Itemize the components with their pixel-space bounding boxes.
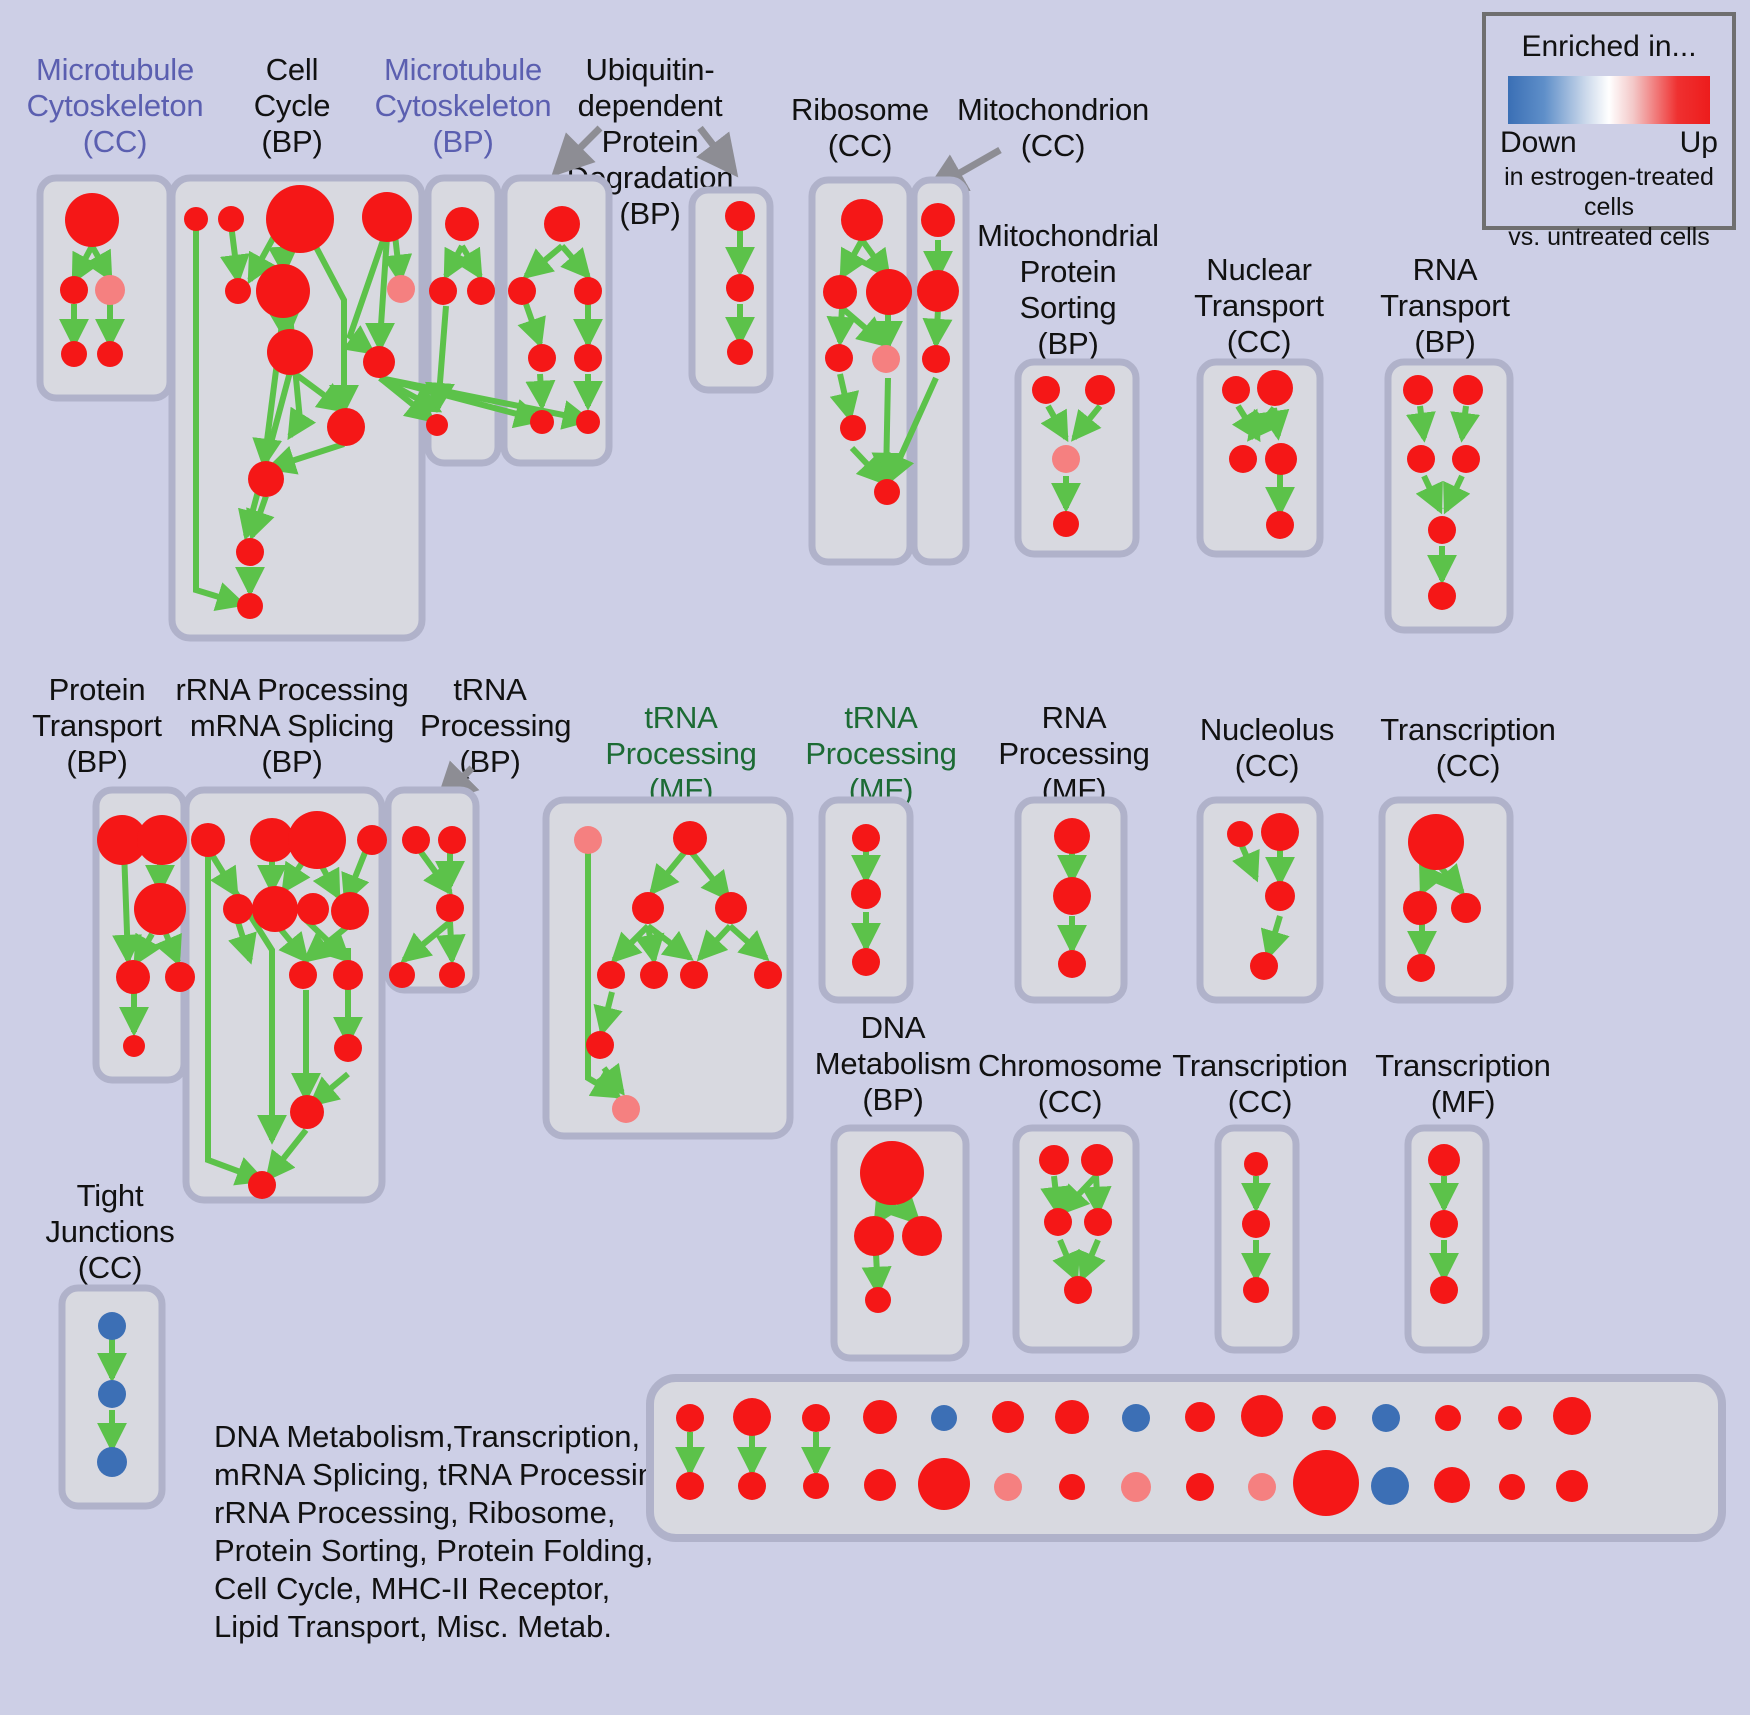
cluster-label-ribosome-cc: Ribosome (CC) bbox=[791, 92, 929, 163]
cluster-label-mitochondrial-protein-sorting-bp: Mitochondrial Protein Sorting (BP) bbox=[977, 218, 1159, 361]
legend-title: Enriched in... bbox=[1521, 30, 1697, 63]
panel-transcription-cc-2 bbox=[1214, 1124, 1300, 1354]
panel-transcription-mf bbox=[1404, 1124, 1490, 1354]
cluster-label-trna-processing-mf-1: tRNA Processing (MF) bbox=[605, 700, 757, 807]
nodes bbox=[60, 185, 1591, 1516]
cluster-label-dna-metabolism-bp: DNA Metabolism (BP) bbox=[814, 1010, 972, 1117]
cluster-label-nucleolus-cc: Nucleolus (CC) bbox=[1199, 712, 1335, 783]
panel-nucleolus-cc bbox=[1196, 796, 1324, 1004]
cluster-label-microtubule-cytoskeleton-bp: Microtubule Cytoskeleton (BP) bbox=[374, 52, 552, 159]
cluster-label-nuclear-transport-cc: Nuclear Transport (CC) bbox=[1194, 252, 1324, 359]
cluster-label-cell-cycle-bp: Cell Cycle (BP) bbox=[253, 52, 331, 159]
panel-trna-processing-bp bbox=[384, 786, 480, 994]
cluster-label-trna-processing-bp: tRNA Processing (BP) bbox=[420, 672, 572, 779]
panel-chromosome-cc bbox=[1012, 1124, 1140, 1354]
cluster-label-mitochondrion-cc: Mitochondrion (CC) bbox=[956, 92, 1150, 163]
cluster-label-protein-transport-bp: Protein Transport (BP) bbox=[32, 672, 162, 779]
legend-color-bar bbox=[1508, 76, 1710, 124]
cluster-label-transcription-mf: Transcription (MF) bbox=[1375, 1048, 1551, 1119]
legend-high-label: Up bbox=[1679, 126, 1718, 159]
cluster-label-rrna-mrna-splicing-bp: rRNA Processing mRNA Splicing (BP) bbox=[175, 672, 409, 779]
cluster-label-rna-transport-bp: RNA Transport (BP) bbox=[1380, 252, 1510, 359]
legend-box: Enriched in... Down Up in estrogen-treat… bbox=[1482, 12, 1736, 251]
cluster-label-chromosome-cc: Chromosome (CC) bbox=[978, 1048, 1163, 1119]
cluster-label-transcription-cc-1: Transcription (CC) bbox=[1380, 712, 1556, 783]
cluster-label-microtubule-cytoskeleton-cc: Microtubule Cytoskeleton (CC) bbox=[26, 52, 204, 159]
pointer-arrow-ubiquitin bbox=[551, 125, 603, 177]
legend-low-label: Down bbox=[1500, 126, 1577, 159]
cluster-label-tight-junctions-cc: Tight Junctions (CC) bbox=[45, 1178, 175, 1285]
cluster-label-transcription-cc-2: Transcription (CC) bbox=[1172, 1048, 1348, 1119]
edges bbox=[59, 220, 1481, 1477]
category-list-text: DNA Metabolism,Transcription, mRNA Splic… bbox=[214, 1419, 681, 1644]
legend-subtitle: in estrogen-treated cells vs. untreated … bbox=[1504, 163, 1714, 251]
pointer-arrow-degradation bbox=[695, 125, 739, 178]
